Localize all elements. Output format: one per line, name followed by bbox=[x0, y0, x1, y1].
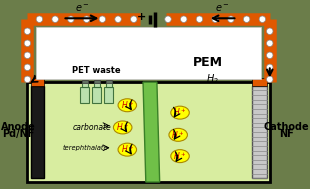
Text: Anode: Anode bbox=[1, 122, 36, 132]
Circle shape bbox=[99, 16, 106, 22]
Circle shape bbox=[267, 40, 273, 46]
Polygon shape bbox=[143, 82, 160, 182]
Text: $e^-$: $e^-$ bbox=[215, 3, 230, 14]
Text: $H_2$: $H_2$ bbox=[206, 72, 219, 86]
Bar bbox=[106, 82, 112, 87]
Bar bbox=[31, 86, 44, 178]
Bar bbox=[104, 87, 113, 103]
Circle shape bbox=[267, 76, 273, 83]
Text: PET waste: PET waste bbox=[73, 66, 121, 75]
Circle shape bbox=[68, 16, 74, 22]
Circle shape bbox=[267, 64, 273, 70]
Circle shape bbox=[24, 52, 31, 59]
Circle shape bbox=[24, 28, 31, 34]
Circle shape bbox=[196, 16, 203, 22]
Bar bbox=[27, 82, 270, 182]
Text: $H^+$: $H^+$ bbox=[116, 122, 129, 133]
Ellipse shape bbox=[169, 128, 188, 141]
Circle shape bbox=[24, 40, 31, 46]
Bar bbox=[92, 87, 101, 103]
Text: carbonate: carbonate bbox=[73, 123, 112, 132]
Circle shape bbox=[243, 16, 250, 22]
Text: Pd/NF: Pd/NF bbox=[2, 129, 34, 139]
Bar bbox=[80, 87, 89, 103]
Bar bbox=[82, 82, 87, 87]
Text: +: + bbox=[137, 12, 146, 22]
Circle shape bbox=[131, 16, 137, 22]
Bar bbox=[36, 27, 261, 79]
Text: PEM: PEM bbox=[193, 56, 223, 69]
Circle shape bbox=[228, 16, 234, 22]
Circle shape bbox=[36, 16, 43, 22]
Bar bbox=[252, 86, 267, 178]
Text: $H^+$: $H^+$ bbox=[173, 150, 187, 162]
Circle shape bbox=[267, 28, 273, 34]
Circle shape bbox=[259, 16, 266, 22]
Ellipse shape bbox=[171, 106, 189, 119]
Text: $H^+$: $H^+$ bbox=[121, 144, 134, 156]
Ellipse shape bbox=[171, 150, 189, 163]
Text: $e^-$: $e^-$ bbox=[75, 3, 89, 14]
Text: NF: NF bbox=[279, 129, 294, 139]
Bar bbox=[252, 78, 267, 86]
Circle shape bbox=[180, 16, 187, 22]
Circle shape bbox=[24, 64, 31, 70]
Circle shape bbox=[267, 52, 273, 59]
Ellipse shape bbox=[118, 143, 137, 156]
Bar bbox=[94, 82, 100, 87]
Bar bbox=[82, 80, 87, 83]
Text: $H^+$: $H^+$ bbox=[121, 99, 134, 111]
Circle shape bbox=[24, 76, 31, 83]
Circle shape bbox=[165, 16, 171, 22]
Text: terephthalate: terephthalate bbox=[63, 145, 108, 151]
Ellipse shape bbox=[118, 99, 137, 112]
Circle shape bbox=[212, 16, 219, 22]
Text: $H^+$: $H^+$ bbox=[171, 129, 185, 141]
Circle shape bbox=[83, 16, 90, 22]
Bar bbox=[31, 78, 44, 86]
Bar bbox=[106, 80, 112, 83]
Text: Cathode: Cathode bbox=[264, 122, 309, 132]
Text: $H^+$: $H^+$ bbox=[173, 107, 187, 119]
Circle shape bbox=[115, 16, 121, 22]
Ellipse shape bbox=[113, 121, 132, 134]
Circle shape bbox=[52, 16, 58, 22]
Bar bbox=[94, 80, 100, 83]
